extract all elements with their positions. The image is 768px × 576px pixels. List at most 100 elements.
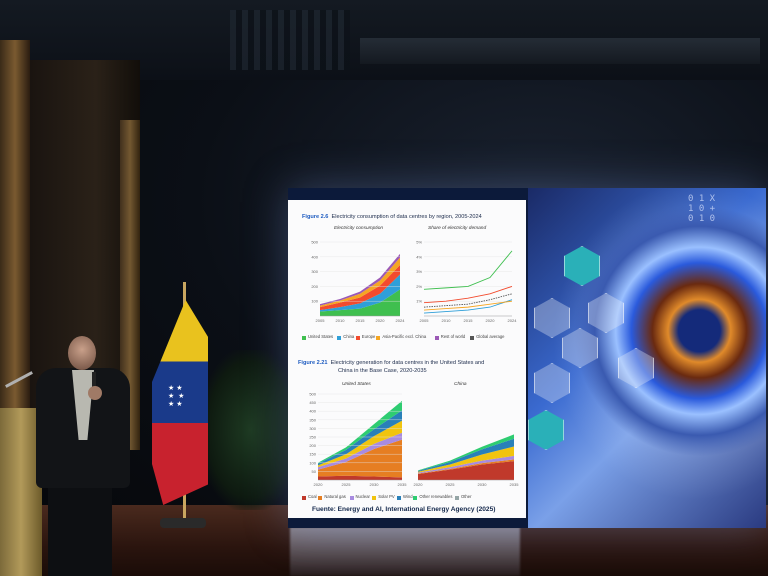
area-series-0 <box>418 461 514 480</box>
speaker-shirt <box>72 370 94 440</box>
flag-base <box>160 518 206 528</box>
stage-valance <box>360 38 760 64</box>
figure-2-6-title: Figure 2.6 Electricity consumption of da… <box>302 214 482 220</box>
speaker-legs <box>48 480 112 576</box>
area-series-3 <box>318 420 402 468</box>
legend-swatch <box>337 336 342 340</box>
chart-1-title: Electricity consumption <box>334 226 384 231</box>
figure-2-21-title: Figure 2.21 Electricity generation for d… <box>298 360 485 366</box>
figure-2-21-title-line2: China in the Base Case, 2020-2035 <box>338 368 427 374</box>
y-tick-label: 100 <box>311 299 318 304</box>
legend-swatch <box>302 496 306 500</box>
area-series-1 <box>320 274 400 312</box>
legend-label: Natural gas <box>324 494 346 499</box>
eye-artwork <box>528 188 766 528</box>
x-tick-label: 2024 <box>508 318 518 323</box>
x-tick-label: 2020 <box>486 318 496 323</box>
chart-share-of-demand: 5% 4% 3% 2% 1% 2005 2010 2015 2020 2024 <box>416 240 518 324</box>
x-tick-label: 2024 <box>396 318 406 323</box>
x-tick-label: 2010 <box>442 318 452 323</box>
chart-us-generation: 500 450 400 350 300 250 200 150 100 50 2020 2025 203… <box>309 392 407 488</box>
y-tick-label: 400 <box>311 254 318 259</box>
lighting-truss <box>230 10 350 70</box>
y-tick-label: 500 <box>311 240 318 245</box>
screen-reflection <box>290 527 520 576</box>
y-tick-label: 300 <box>311 269 318 274</box>
legend-label: China <box>343 334 355 339</box>
y-tick-label: 200 <box>311 284 318 289</box>
x-tick-label: 2015 <box>356 318 366 323</box>
legend-label: Rest of world <box>440 334 466 339</box>
legend-label: Global average <box>476 334 505 339</box>
x-tick-label: 2020 <box>414 482 424 487</box>
line-series-0 <box>423 250 513 290</box>
x-tick-label: 2005 <box>316 318 326 323</box>
legend-label: Coal <box>308 494 317 499</box>
y-tick-label: 250 <box>309 435 316 440</box>
y-tick-label: 5% <box>416 240 422 245</box>
figure-2-21-legend: Coal Natural gas Nuclear Solar PV Wind Other … <box>302 494 522 504</box>
legend-swatch <box>349 496 354 500</box>
x-tick-label: 2005 <box>420 318 430 323</box>
y-tick-label: 400 <box>309 409 316 414</box>
chart-3-title: United States <box>342 382 371 387</box>
area-series-4 <box>418 438 514 472</box>
x-tick-label: 2030 <box>478 482 488 487</box>
legend-swatch <box>376 336 381 340</box>
x-tick-label: 2035 <box>510 482 520 487</box>
y-tick-label: 4% <box>416 254 422 259</box>
area-series-0 <box>320 289 400 316</box>
area-series-2 <box>318 432 402 470</box>
legend-label: Europe <box>361 334 376 339</box>
legend-label: Solar PV <box>378 494 395 499</box>
y-tick-label: 100 <box>309 460 316 465</box>
source-caption: Fuente: Energy and AI, International Ene… <box>312 506 496 513</box>
y-tick-label: 350 <box>309 417 316 422</box>
x-tick-label: 2030 <box>370 482 380 487</box>
flag-stars: ★ ★ ★ ★ ★ ★ <box>168 385 185 408</box>
legend-swatch <box>372 496 377 500</box>
area-series-1 <box>418 459 514 474</box>
chart-electricity-consumption: 500 400 300 200 100 2005 2010 2015 2020 2024 <box>311 240 406 324</box>
chart-2-title: Share of electricity demand <box>428 226 487 231</box>
legend-label: United States <box>308 334 334 339</box>
handheld-microphone <box>92 372 96 390</box>
y-tick-label: 1% <box>416 299 422 304</box>
legend-label: Other <box>461 494 472 499</box>
y-tick-label: 150 <box>309 452 316 457</box>
legend-label: Wind <box>403 494 413 499</box>
legend-swatch <box>355 336 360 340</box>
line-series-4 <box>423 293 513 308</box>
speaker-person <box>32 330 132 576</box>
speaker-head <box>68 336 96 370</box>
area-series-4 <box>318 410 402 466</box>
speaker-hand <box>88 386 102 400</box>
line-series-3 <box>423 300 513 311</box>
line-series-2 <box>423 285 513 304</box>
chart-4-title: China <box>454 382 467 387</box>
line-series-1 <box>423 299 513 314</box>
legend-swatch <box>455 496 459 500</box>
area-series-1 <box>318 439 402 478</box>
x-tick-label: 2025 <box>342 482 352 487</box>
y-tick-label: 200 <box>309 443 316 448</box>
legend-swatch <box>302 336 306 340</box>
report-slide: Figure 2.6 Electricity consumption of da… <box>288 200 526 518</box>
x-tick-label: 2020 <box>314 482 324 487</box>
chart-china-generation: 2020 2025 2030 2035 <box>414 434 520 487</box>
legend-swatch <box>434 336 439 340</box>
area-series-2 <box>418 455 514 474</box>
legend-swatch <box>318 496 323 500</box>
y-tick-label: 2% <box>416 284 422 289</box>
wooden-pillar <box>0 40 30 460</box>
legend-swatch <box>397 496 401 500</box>
area-series-0 <box>318 475 402 480</box>
x-tick-label: 2025 <box>446 482 456 487</box>
x-tick-label: 2015 <box>464 318 474 323</box>
x-tick-label: 2010 <box>336 318 346 323</box>
area-series-3 <box>320 257 400 308</box>
legend-label: Other renewables <box>419 494 453 499</box>
legend-label: Asia-Pacific excl. China <box>382 334 427 339</box>
